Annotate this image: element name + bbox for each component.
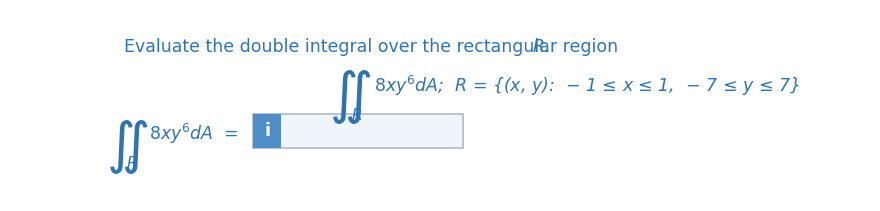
FancyBboxPatch shape [253,114,463,148]
Text: $8xy^6$dA;  R = {(x, y):  − 1 ≤ x ≤ 1,  − 7 ≤ y ≤ 7}: $8xy^6$dA; R = {(x, y): − 1 ≤ x ≤ 1, − 7… [373,74,799,98]
Text: R.: R. [532,38,550,56]
Text: $\iint$: $\iint$ [329,68,371,126]
FancyBboxPatch shape [253,114,282,148]
Text: i: i [264,122,270,140]
Text: Evaluate the double integral over the rectangular region: Evaluate the double integral over the re… [124,38,624,56]
Text: $\iint$: $\iint$ [106,119,148,176]
Text: $R$: $R$ [351,107,362,123]
Text: $R$: $R$ [126,156,137,172]
Text: $8xy^6$dA  =: $8xy^6$dA = [149,122,238,146]
